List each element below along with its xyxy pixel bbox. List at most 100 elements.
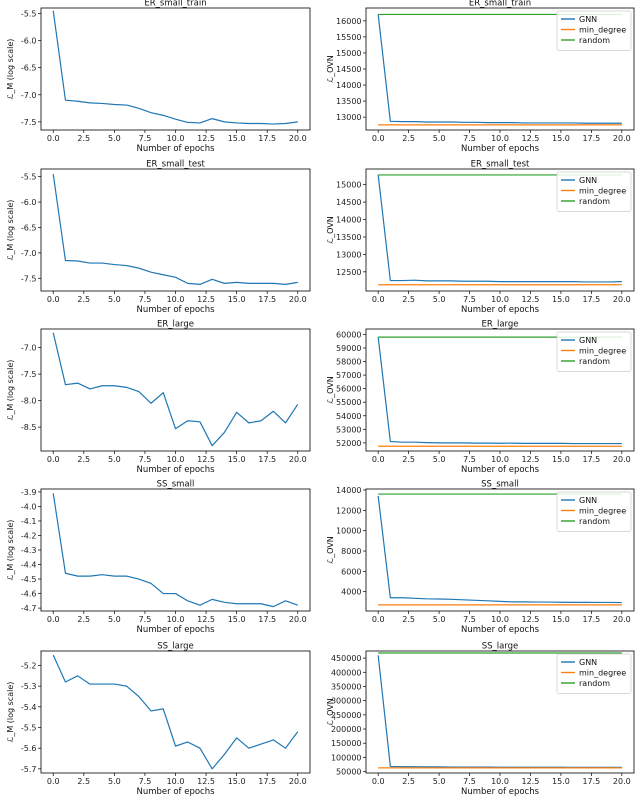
x-tick-label: 10.0 xyxy=(167,295,185,304)
y-tick-label: 60000 xyxy=(336,330,361,339)
y-axis-label: ℒ_OVN xyxy=(326,55,335,82)
series-line xyxy=(52,654,299,770)
x-tick-label: 10.0 xyxy=(491,295,509,304)
y-tick-label: -6.0 xyxy=(21,37,37,46)
y-tick-label: 400000 xyxy=(331,668,362,677)
x-tick-label: 0.0 xyxy=(47,295,60,304)
y-tick-label: 50000 xyxy=(336,768,361,777)
chart-title: ER_small_test xyxy=(471,160,530,170)
x-tick-label: 2.5 xyxy=(77,455,90,464)
x-tick-label: 15.0 xyxy=(552,615,570,624)
x-tick-label: 10.0 xyxy=(491,777,509,786)
x-tick-label: 15.0 xyxy=(228,615,246,624)
x-tick-label: 12.5 xyxy=(197,134,215,143)
y-tick-label: -7.5 xyxy=(21,118,37,127)
x-tick-label: 10.0 xyxy=(167,134,185,143)
x-tick-label: 0.0 xyxy=(372,615,385,624)
x-tick-label: 0.0 xyxy=(372,455,385,464)
x-tick-label: 20.0 xyxy=(289,295,307,304)
x-tick-label: 0.0 xyxy=(47,134,60,143)
y-tick-label: -4.6 xyxy=(21,590,37,599)
x-tick-label: 10.0 xyxy=(491,455,509,464)
y-tick-label: -7.5 xyxy=(21,370,37,379)
series-line xyxy=(52,332,299,447)
y-tick-label: -5.2 xyxy=(21,661,37,670)
axes-frame xyxy=(40,168,311,292)
legend-box xyxy=(556,491,632,532)
y-tick-label: 13000 xyxy=(336,113,361,122)
x-tick-label: 20.0 xyxy=(289,777,307,786)
x-tick-label: 0.0 xyxy=(47,777,60,786)
y-tick-label: 52000 xyxy=(336,439,361,448)
x-tick-label: 10.0 xyxy=(491,615,509,624)
x-tick-label: 15.0 xyxy=(552,134,570,143)
y-tick-label: -7.0 xyxy=(21,91,37,100)
y-tick-label: -5.3 xyxy=(21,682,37,691)
legend-box xyxy=(556,653,632,694)
x-tick-label: 20.0 xyxy=(613,455,631,464)
x-tick-label: 7.5 xyxy=(463,615,476,624)
y-tick-label: 8000 xyxy=(341,547,361,556)
x-tick-label: 10.0 xyxy=(491,134,509,143)
y-tick-label: 15000 xyxy=(336,181,361,190)
legend-label: min_degree xyxy=(579,26,626,35)
chart-panel-1: ER_small_train 0.0 2.5 5.0 7.5 10.0 12.5 15.0 17… xyxy=(6,0,311,154)
x-axis-label: Number of epochs xyxy=(136,465,215,475)
x-axis-label: Number of epochs xyxy=(136,144,215,154)
legend-label: GNN xyxy=(579,15,597,24)
y-axis-label: ℒ_OVN xyxy=(326,698,335,725)
y-tick-label: 15500 xyxy=(336,33,361,42)
x-tick-label: 12.5 xyxy=(197,615,215,624)
x-tick-label: 10.0 xyxy=(167,615,185,624)
y-tick-label: -5.6 xyxy=(21,744,37,753)
y-axis-label: ℒ_OVN xyxy=(326,376,335,403)
x-tick-label: 20.0 xyxy=(289,455,307,464)
y-tick-label: -4.7 xyxy=(21,604,37,613)
x-axis-label: Number of epochs xyxy=(461,144,540,154)
y-tick-label: -6.5 xyxy=(21,223,37,232)
legend-label: min_degree xyxy=(579,347,626,356)
x-tick-label: 2.5 xyxy=(77,615,90,624)
x-tick-label: 5.0 xyxy=(433,615,446,624)
x-tick-label: 12.5 xyxy=(197,455,215,464)
x-tick-label: 12.5 xyxy=(197,777,215,786)
x-tick-label: 2.5 xyxy=(77,777,90,786)
series-line-gnn xyxy=(377,14,622,124)
x-tick-label: 17.5 xyxy=(582,777,600,786)
y-tick-label: -4.5 xyxy=(21,575,37,584)
y-tick-label: -5.7 xyxy=(21,765,37,774)
legend-label: GNN xyxy=(579,336,597,345)
y-tick-label: 13000 xyxy=(336,250,361,259)
x-tick-label: 12.5 xyxy=(522,295,540,304)
x-tick-label: 12.5 xyxy=(522,455,540,464)
x-tick-label: 7.5 xyxy=(139,777,152,786)
y-tick-label: 14000 xyxy=(336,81,361,90)
y-tick-label: 14000 xyxy=(336,216,361,225)
x-tick-label: 15.0 xyxy=(228,777,246,786)
x-tick-label: 17.5 xyxy=(582,295,600,304)
y-axis-label: ℒ_M (log scale) xyxy=(6,360,15,421)
y-tick-label: 14000 xyxy=(336,486,361,495)
chart-title: SS_large xyxy=(157,642,194,652)
x-tick-label: 7.5 xyxy=(463,455,476,464)
y-tick-label: 13500 xyxy=(336,97,361,106)
x-tick-label: 12.5 xyxy=(522,134,540,143)
y-tick-label: -5.4 xyxy=(21,703,37,712)
x-tick-label: 17.5 xyxy=(582,615,600,624)
y-tick-label: -5.5 xyxy=(21,724,37,733)
y-tick-label: -4.3 xyxy=(21,546,37,555)
y-tick-label: 13500 xyxy=(336,233,361,242)
chart-title: ER_small_test xyxy=(146,160,205,170)
y-tick-label: -5.5 xyxy=(21,173,37,182)
x-tick-label: 15.0 xyxy=(552,777,570,786)
x-tick-label: 17.5 xyxy=(582,455,600,464)
series-line-gnn xyxy=(377,496,622,604)
y-tick-label: 350000 xyxy=(331,682,362,691)
chart-title: SS_small xyxy=(481,480,519,490)
axes-frame xyxy=(40,7,311,131)
series-line xyxy=(52,173,298,285)
